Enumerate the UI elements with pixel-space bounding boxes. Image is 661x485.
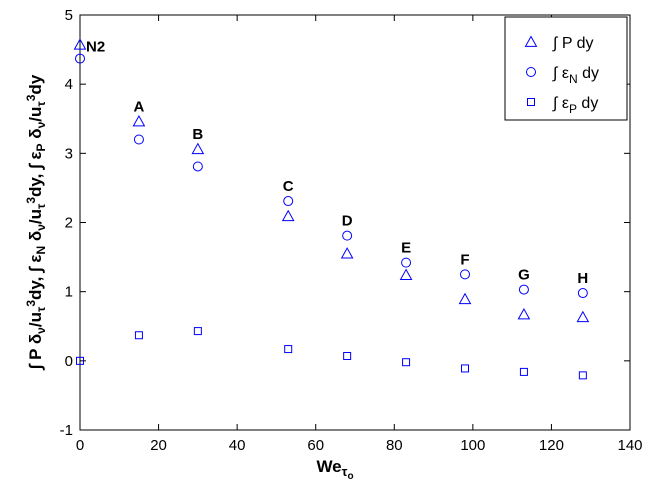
- point-label: A: [134, 99, 145, 116]
- triangle-point: [517, 307, 531, 320]
- point-label: N2: [86, 39, 105, 56]
- y-tick-label: 1: [65, 284, 73, 301]
- point-labels: N2 A B C D E F G H: [86, 39, 588, 287]
- x-tick-label: 20: [150, 437, 167, 454]
- point-label: G: [518, 267, 530, 284]
- y-tick-label: -1: [60, 422, 73, 439]
- circle-point: [342, 230, 353, 241]
- y-tick-label: 5: [65, 7, 73, 24]
- y-tick-label: 0: [65, 353, 73, 370]
- legend-triangle-marker: [524, 35, 538, 47]
- circle-point: [283, 196, 294, 207]
- square-point: [519, 367, 528, 376]
- point-label: F: [460, 251, 469, 268]
- legend-label-p: ∫ P dy: [552, 35, 594, 52]
- x-tick-label: 0: [76, 437, 84, 454]
- circle-point: [577, 288, 588, 299]
- legend-square-marker: [527, 98, 535, 106]
- y-axis-title: ∫ P δν/uτ3dy, ∫ εN δν/uτ3dy, ∫ εP δν/uτ3…: [24, 74, 48, 371]
- triangle-point: [399, 268, 413, 280]
- x-axis-title: Weτo: [316, 457, 353, 482]
- x-axis: 0 20 40 60 80 100 120 140: [76, 15, 643, 454]
- point-label: C: [283, 178, 294, 195]
- y-tick-label: 4: [65, 76, 73, 93]
- y-tick-label: 2: [65, 215, 73, 232]
- y-tick-label: 3: [65, 145, 73, 162]
- legend-label-en: ∫ εN dy: [552, 65, 599, 86]
- circle-point: [133, 134, 144, 145]
- circle-point: [75, 53, 85, 64]
- point-label: D: [342, 213, 353, 230]
- x-tick-label: 140: [617, 437, 642, 454]
- square-point: [402, 358, 411, 367]
- square-point: [193, 327, 202, 336]
- x-tick-label: 40: [229, 437, 246, 454]
- triangle-point: [340, 247, 354, 259]
- square-point: [134, 331, 143, 340]
- point-label: E: [401, 240, 411, 257]
- legend-markers: [524, 35, 538, 106]
- legend: ∫ P dy ∫ εN dy ∫ εP dy: [504, 16, 628, 121]
- triangle-point: [132, 114, 146, 127]
- square-point: [578, 371, 587, 380]
- triangle-point: [281, 209, 295, 222]
- point-label: H: [577, 270, 588, 287]
- x-tick-label: 80: [386, 437, 403, 454]
- legend-label-ep: ∫ εP dy: [552, 95, 598, 116]
- x-tick-label: 100: [460, 437, 485, 454]
- triangle-point: [576, 310, 590, 323]
- circle-point: [518, 284, 529, 295]
- triangle-point: [73, 38, 87, 50]
- triangle-point: [458, 292, 472, 305]
- square-point: [76, 356, 84, 365]
- circle-point: [401, 257, 412, 268]
- circle-point: [460, 269, 470, 280]
- x-tick-label: 60: [307, 437, 324, 454]
- square-point: [461, 364, 469, 373]
- point-label: B: [192, 126, 203, 143]
- circle-point: [192, 161, 203, 172]
- triangle-point: [191, 142, 205, 155]
- legend-box: [504, 16, 628, 121]
- square-point: [343, 351, 352, 360]
- legend-circle-marker: [526, 67, 536, 77]
- square-point: [284, 345, 293, 354]
- x-tick-label: 120: [539, 437, 564, 454]
- data-points: [73, 38, 590, 380]
